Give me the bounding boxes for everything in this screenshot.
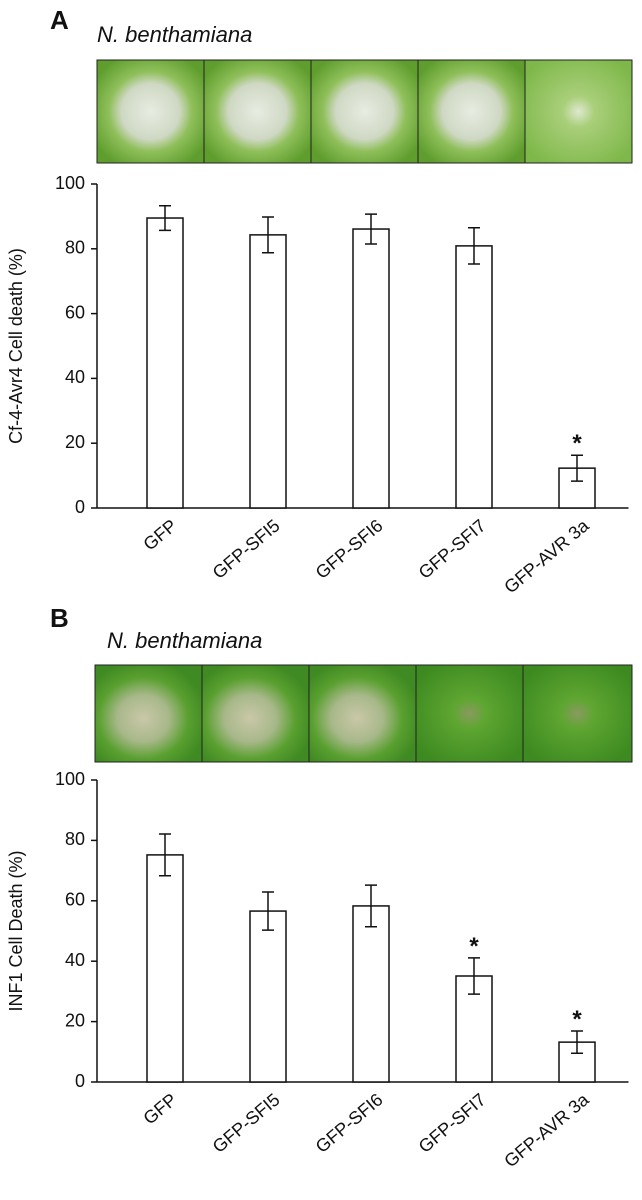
significance-marker: * <box>572 1006 582 1033</box>
y-axis-label: Cf-4-Avr4 Cell death (%) <box>6 248 26 444</box>
x-tick-label: GFP-SFI6 <box>312 515 387 582</box>
y-tick-label: 60 <box>65 302 85 322</box>
x-tick-label: GFP-AVR 3a <box>500 515 593 598</box>
error-bar <box>468 957 480 995</box>
leaf-images-a <box>96 59 633 164</box>
error-bar <box>468 226 480 265</box>
y-tick-label: 20 <box>65 1010 85 1030</box>
bar <box>352 228 390 509</box>
y-tick-label: 40 <box>65 367 85 387</box>
bar <box>352 905 390 1083</box>
y-tick-label: 0 <box>75 497 85 517</box>
y-tick-label: 100 <box>55 173 85 193</box>
y-axis-label: INF1 Cell Death (%) <box>6 850 26 1011</box>
bar <box>249 234 287 509</box>
error-bar <box>571 454 583 482</box>
y-tick-label: 0 <box>75 1071 85 1091</box>
subtitle: N. benthamiana <box>97 22 252 47</box>
error-bar <box>159 833 171 877</box>
error-bar <box>365 884 377 928</box>
bar <box>146 217 184 509</box>
x-tick-label: GFP <box>139 515 180 554</box>
x-tick-label: GFP-SFI5 <box>209 1089 284 1156</box>
y-tick-label: 100 <box>55 769 85 789</box>
y-tick-label: 80 <box>65 829 85 849</box>
y-tick-label: 80 <box>65 238 85 258</box>
panel-label: B <box>50 603 69 633</box>
x-tick-label: GFP-SFI6 <box>312 1089 387 1156</box>
significance-marker: * <box>469 933 479 960</box>
bar <box>249 910 287 1083</box>
x-tick-label: GFP-SFI5 <box>209 515 284 582</box>
x-tick-label: GFP <box>139 1089 180 1128</box>
error-bar <box>571 1030 583 1055</box>
x-tick-label: GFP-SFI7 <box>415 515 490 582</box>
error-bar <box>159 204 171 232</box>
panel-label: A <box>50 5 69 35</box>
x-tick-label: GFP-AVR 3a <box>500 1089 593 1172</box>
leaf-images-b <box>94 664 633 763</box>
error-bar <box>262 216 274 254</box>
subtitle: N. benthamiana <box>107 628 262 653</box>
y-tick-label: 60 <box>65 890 85 910</box>
x-tick-label: GFP-SFI7 <box>415 1089 490 1156</box>
bar <box>146 854 184 1083</box>
bar <box>455 245 493 509</box>
significance-marker: * <box>572 430 582 457</box>
y-tick-label: 40 <box>65 950 85 970</box>
y-tick-label: 20 <box>65 432 85 452</box>
error-bar <box>262 891 274 931</box>
error-bar <box>365 213 377 245</box>
